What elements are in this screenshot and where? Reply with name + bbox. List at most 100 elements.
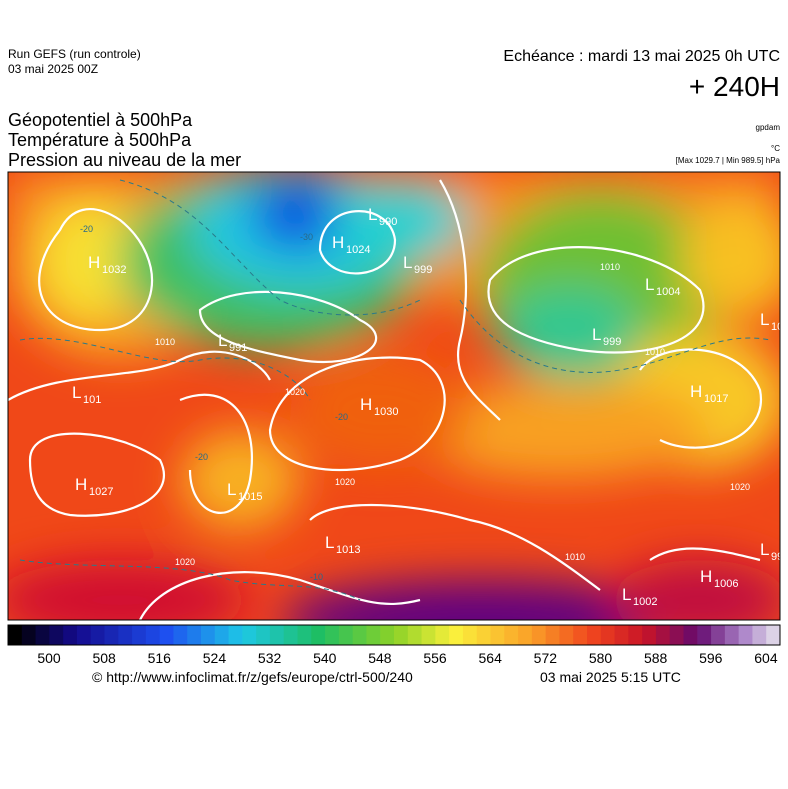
colorbar-swatch (476, 625, 491, 645)
colorbar-frame (7, 624, 781, 646)
center-type: L (325, 533, 334, 552)
center-type: L (72, 383, 81, 402)
center-value: 1024 (346, 244, 370, 256)
issued-time: 03 mai 2025 5:15 UTC (540, 669, 681, 685)
center-type: H (360, 395, 372, 414)
colorbar-swatch (187, 625, 202, 645)
colorbar-label: 548 (368, 650, 392, 666)
center-value: 991 (229, 342, 247, 354)
colorbar-swatch (724, 625, 740, 645)
colorbar-label: 532 (258, 650, 282, 666)
colorbar-label: 508 (92, 650, 116, 666)
center-value: 1027 (89, 486, 113, 498)
colorbar-swatch (531, 625, 547, 645)
colorbar-label: 572 (534, 650, 558, 666)
colorbar-swatch (421, 625, 436, 645)
colorbar-swatch (462, 625, 478, 645)
center-type: H (75, 475, 87, 494)
colorbar-swatch (35, 625, 50, 645)
colorbar-swatch (490, 625, 505, 645)
colorbar-swatch (655, 625, 671, 645)
colorbar-label: 556 (423, 650, 447, 666)
colorbar-swatch (201, 625, 216, 645)
colorbar-label: 540 (313, 650, 337, 666)
colorbar-label: 604 (754, 650, 778, 666)
center-type: H (88, 253, 100, 272)
colorbar-swatch (325, 625, 340, 645)
colorbar-swatch (449, 625, 464, 645)
colorbar-swatch (738, 625, 753, 645)
center-value: 1004 (656, 286, 680, 298)
colorbar-swatch (380, 625, 395, 645)
colorbar-label: 564 (479, 650, 503, 666)
field-name: Pression au niveau de la mer (8, 150, 241, 170)
center-type: L (227, 480, 236, 499)
contour-label: 1010 (565, 552, 585, 562)
contour-label: -20 (195, 452, 208, 462)
colorbar-swatch (49, 625, 64, 645)
contour-label: 1010 (155, 337, 175, 347)
contour-label: -10 (310, 572, 323, 582)
colorbar-swatch (587, 625, 602, 645)
colorbar-swatch (614, 625, 629, 645)
center-type: L (622, 585, 631, 604)
contour-label: -30 (300, 232, 313, 242)
colorbar-swatch (145, 625, 161, 645)
center-type: L (218, 331, 227, 350)
run-date: 03 mai 2025 00Z (8, 62, 98, 76)
contour-label: 1010 (600, 262, 620, 272)
colorbar-swatch (283, 625, 298, 645)
colorbar-swatch (311, 625, 326, 645)
center-type: L (760, 540, 769, 559)
map-frame (7, 171, 781, 621)
colorbar-swatch (297, 625, 312, 645)
center-type: L (592, 325, 601, 344)
colorbar-swatch (766, 625, 781, 645)
center-value: 1032 (102, 264, 126, 276)
colorbar-swatch (21, 625, 37, 645)
contour-label: 1020 (335, 477, 355, 487)
contour-label: 1020 (285, 387, 305, 397)
colorbar-swatch (104, 625, 119, 645)
colorbar-label: 500 (37, 650, 61, 666)
colorbar-swatch (628, 625, 643, 645)
colorbar: 500 508 516 524 532 540 548 556 564 572 580 588 596 6… (7, 624, 781, 666)
center-value: 1006 (714, 578, 738, 590)
contour-label: 1020 (730, 482, 750, 492)
contour-labels: 1010 1020 1020 1020 1010 1010 1010 1020 -30 -20 -2… (80, 224, 750, 582)
isobars (8, 179, 763, 620)
colorbar-swatch (642, 625, 657, 645)
colorbar-label: 524 (203, 650, 227, 666)
center-type: L (403, 253, 412, 272)
center-type: L (760, 310, 769, 329)
colorbar-label: 588 (644, 650, 668, 666)
center-value: 10 (771, 321, 783, 333)
lead-time: + 240H (689, 71, 780, 102)
contour-label: -20 (335, 412, 348, 422)
field-name: Géopotentiel à 500hPa (8, 110, 193, 130)
center-type: H (690, 382, 702, 401)
colorbar-swatch (8, 625, 23, 645)
colorbar-swatch (366, 625, 381, 645)
colorbar-swatch (338, 625, 354, 645)
colorbar-swatch (63, 625, 78, 645)
center-type: L (368, 205, 377, 224)
isotherms (19, 179, 771, 601)
center-value: 999 (414, 264, 432, 276)
colorbar-swatch (394, 625, 409, 645)
colorbar-swatch (118, 625, 133, 645)
run-label: Run GEFS (run controle) (8, 47, 141, 61)
colorbar-label: 596 (699, 650, 723, 666)
center-value: 1015 (238, 491, 262, 503)
colorbar-swatch (683, 625, 698, 645)
colorbar-swatch (752, 625, 767, 645)
colorbar-swatch (669, 625, 684, 645)
colorbar-swatch (559, 625, 574, 645)
colorbar-swatch (545, 625, 560, 645)
center-type: H (700, 567, 712, 586)
center-value: 1030 (374, 406, 398, 418)
contour-label: 1020 (175, 557, 195, 567)
